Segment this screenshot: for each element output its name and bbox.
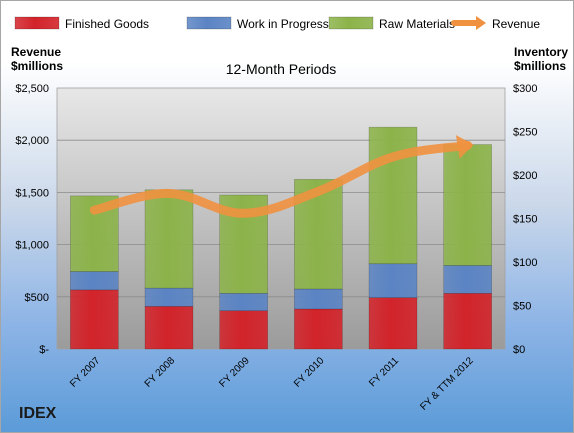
left-axis-title-line1: Revenue (11, 45, 62, 59)
chart-title: 12-Month Periods (226, 61, 337, 77)
bar-finished-goods (70, 289, 119, 350)
bar-finished-goods (443, 293, 492, 350)
right-axis-title-line2: $millions (514, 59, 567, 73)
bar-finished-goods (219, 310, 268, 350)
right-axis-tick-label: $250 (513, 127, 537, 139)
bar-work-in-progress (144, 287, 194, 307)
right-axis-tick-label: $100 (513, 257, 537, 269)
legend-swatch-finished-goods (14, 16, 60, 30)
bar-raw-materials (443, 144, 492, 266)
left-axis-tick-label: $1,000 (15, 240, 49, 252)
bar-raw-materials (368, 126, 418, 265)
left-axis-title: Revenue $millions (11, 45, 63, 73)
category-label: FY 2009 (217, 355, 252, 390)
bar-work-in-progress (294, 288, 343, 310)
bar-finished-goods (294, 308, 343, 350)
bar-finished-goods (144, 306, 194, 350)
left-axis-tick-label: $2,000 (15, 135, 49, 147)
legend-label-work-in-progress: Work in Progress (237, 17, 329, 31)
left-axis-tick-label: $- (39, 344, 49, 356)
right-axis-title-line1: Inventory (514, 45, 569, 59)
category-label: FY 2010 (292, 355, 327, 390)
revenue-arrowhead (455, 135, 474, 159)
right-axis-tick-label: $300 (513, 83, 537, 95)
right-axis-tick-label: $50 (513, 301, 531, 313)
category-label: FY & TTM 2012 (418, 355, 476, 413)
revenue-line (89, 140, 473, 218)
legend-arrow-revenue (476, 16, 486, 30)
right-axis-title: Inventory $millions (514, 45, 568, 73)
bar-work-in-progress (443, 265, 492, 294)
category-label: FY 2007 (68, 355, 103, 390)
left-axis-tick-label: $500 (25, 292, 49, 304)
category-label: FY 2011 (367, 355, 401, 389)
left-axis-tick-label: $2,500 (15, 83, 49, 95)
legend-swatch-work-in-progress (186, 16, 232, 30)
legend-label-finished-goods: Finished Goods (65, 17, 149, 31)
legend-label-revenue: Revenue (492, 17, 540, 31)
bar-work-in-progress (219, 293, 268, 312)
left-axis-tick-label: $1,500 (15, 187, 49, 199)
bar-finished-goods (368, 297, 418, 350)
bar-raw-materials (144, 189, 194, 289)
left-axis-title-line2: $millions (11, 59, 64, 73)
company-name: IDEX (19, 405, 57, 422)
right-axis-tick-label: $0 (513, 344, 525, 356)
legend-swatch-raw-materials (328, 16, 374, 30)
right-axis-tick-label: $200 (513, 170, 537, 182)
legend-label-raw-materials: Raw Materials (379, 17, 455, 31)
plot-area (56, 87, 506, 350)
bar-work-in-progress (70, 271, 119, 291)
category-label: FY 2008 (143, 355, 178, 390)
bar-work-in-progress (368, 263, 418, 298)
right-axis-tick-label: $150 (513, 214, 537, 226)
